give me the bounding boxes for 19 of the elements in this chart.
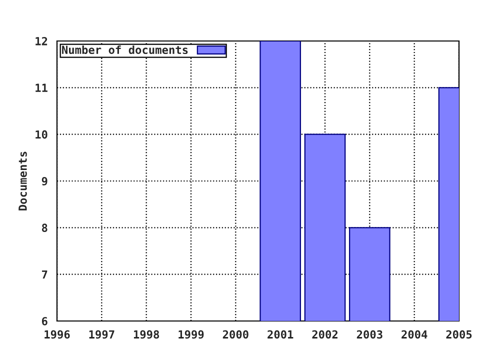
x-tick-label: 1999 xyxy=(178,330,204,339)
x-tick-label: 2002 xyxy=(312,330,338,339)
y-tick-label: 10 xyxy=(36,130,48,139)
y-axis-title: Documents xyxy=(18,152,27,210)
y-tick-label: 7 xyxy=(42,270,48,279)
x-tick-label: 2000 xyxy=(222,330,248,339)
legend-label: Number of documents xyxy=(62,45,188,54)
x-tick-label: 2004 xyxy=(402,330,428,339)
x-tick-label: 1996 xyxy=(44,330,70,339)
x-tick-label: 1998 xyxy=(134,330,160,339)
y-tick-label: 8 xyxy=(42,224,48,232)
y-tick-label: 9 xyxy=(42,177,48,186)
y-tick-label: 12 xyxy=(36,36,48,46)
x-tick-label: 2005 xyxy=(446,330,472,339)
x-tick-label: 2001 xyxy=(268,330,294,339)
y-tick-label: 11 xyxy=(36,84,48,92)
y-tick-label: 6 xyxy=(42,316,48,326)
x-tick-label: 1997 xyxy=(89,330,114,339)
x-tick-label: 2003 xyxy=(356,330,382,339)
